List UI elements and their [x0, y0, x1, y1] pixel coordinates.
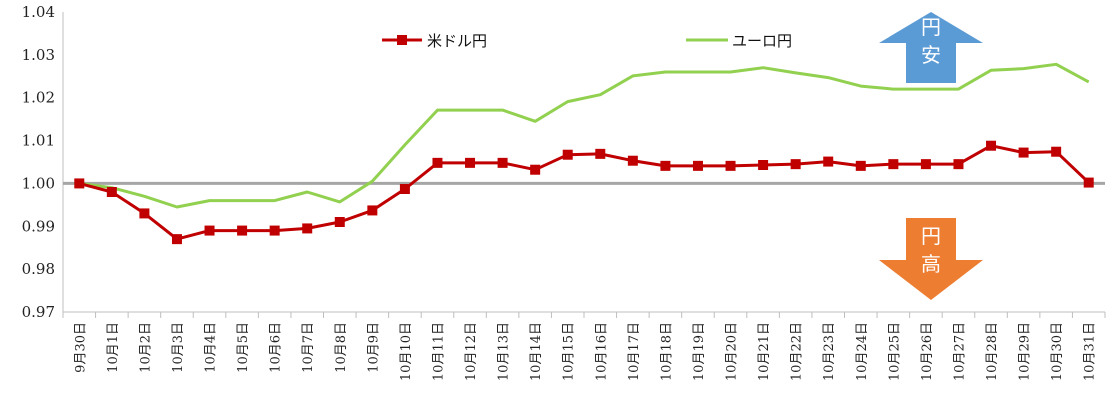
x-tick-label: 10月3日 [171, 322, 186, 373]
x-tick-label: 10月13日 [497, 322, 512, 381]
x-tick-label: 10月1日 [106, 322, 121, 373]
data-point-marker [237, 225, 248, 236]
x-tick-label: 10月7日 [301, 322, 316, 373]
data-point-marker [269, 225, 280, 236]
data-point-marker [334, 217, 345, 227]
data-point-marker [497, 157, 508, 168]
y-tick-label: 1.01 [22, 132, 55, 150]
x-tick-label: 10月23日 [822, 322, 837, 381]
x-tick-label: 10月12日 [464, 322, 479, 381]
x-tick-label: 10月30日 [1050, 322, 1065, 381]
series-usd-jpy [74, 140, 1094, 245]
data-point-marker [660, 160, 671, 171]
x-tick-label: 10月29日 [1018, 322, 1033, 381]
data-point-marker [562, 149, 573, 160]
x-tick-label: 9月30日 [73, 322, 88, 373]
data-point-marker [790, 159, 801, 170]
x-tick-label: 10月27日 [952, 322, 967, 381]
x-tick-label: 10月17日 [627, 322, 642, 381]
down-arrow-label-line1: 円 [921, 224, 941, 248]
x-tick-label: 10月26日 [920, 322, 935, 381]
data-point-marker [953, 159, 964, 170]
x-tick-label: 10月6日 [269, 322, 284, 373]
series-line [79, 62, 1090, 209]
data-point-marker [888, 159, 899, 170]
x-tick-label: 10月5日 [236, 322, 251, 373]
data-point-marker [530, 164, 541, 175]
y-tick-label: 0.97 [22, 303, 55, 321]
data-point-marker [465, 157, 476, 168]
down-arrow-label-line2: 高 [921, 252, 941, 276]
x-tick-label: 10月4日 [204, 322, 219, 373]
series-layer [74, 62, 1094, 245]
y-tick-label: 1.04 [22, 3, 55, 21]
series-eur-jpy [79, 62, 1090, 209]
data-point-marker [855, 160, 866, 171]
data-point-marker [627, 155, 638, 166]
data-point-marker [74, 178, 85, 189]
x-tick-label: 10月20日 [725, 322, 740, 381]
legend-label-eur-jpy: ユーロ円 [732, 32, 792, 50]
x-tick-label: 10月22日 [790, 322, 805, 381]
up-arrow-label-line2: 安 [921, 43, 941, 67]
y-tick-label: 1.03 [22, 46, 55, 64]
y-tick-label: 0.98 [22, 260, 55, 278]
x-tick-label: 10月2日 [138, 322, 153, 373]
data-point-marker [823, 156, 834, 167]
x-tick-label: 10月18日 [659, 322, 674, 381]
data-point-marker [302, 223, 313, 234]
yen-strong-down-arrow: 円 高 [879, 218, 983, 300]
data-point-marker [725, 160, 736, 171]
data-point-marker [692, 160, 703, 171]
data-point-marker [1083, 177, 1094, 188]
y-tick-label: 0.99 [22, 217, 55, 235]
x-tick-label: 10月19日 [692, 322, 707, 381]
data-point-marker [399, 184, 410, 194]
up-arrow-label-line1: 円 [921, 15, 941, 39]
x-tick-label: 10月16日 [594, 322, 609, 381]
x-tick-label: 10月28日 [985, 322, 1000, 381]
x-tick-label: 10月15日 [562, 322, 577, 381]
data-point-marker [139, 208, 150, 219]
legend: 米ドル円 ユーロ円 [382, 32, 792, 50]
legend-marker-usd-jpy [397, 35, 407, 45]
data-point-marker [1018, 147, 1029, 158]
data-point-marker [920, 159, 931, 170]
data-point-marker [986, 140, 997, 151]
data-point-marker [171, 234, 182, 245]
data-point-marker [1051, 146, 1062, 157]
series-line [78, 144, 1090, 241]
x-tick-label: 10月14日 [529, 322, 544, 381]
data-point-marker [758, 160, 769, 170]
down-arrow-shape [879, 218, 983, 300]
y-tick-label: 1.02 [22, 89, 55, 107]
x-tick-label: 10月9日 [366, 322, 381, 373]
x-tick-label: 10月24日 [855, 322, 870, 381]
up-arrow-shape [879, 12, 983, 83]
y-axis: 1.04 1.03 1.02 1.01 1.00 0.99 0.98 0.97 [22, 3, 55, 321]
x-tick-label: 10月21日 [757, 322, 772, 381]
x-tick-label: 10月31日 [1083, 322, 1098, 381]
data-point-marker [204, 225, 215, 236]
x-tick-label: 10月25日 [887, 322, 902, 381]
y-tick-label: 1.00 [22, 174, 55, 192]
x-axis: 9月30日 10月1日 10月2日 10月3日 10月4日 10月5日 10月6日 10月7日… [62, 312, 1106, 381]
data-point-marker [106, 187, 117, 197]
data-point-marker [432, 157, 443, 168]
x-tick-label: 10月10日 [399, 322, 414, 381]
x-tick-label: 10月8日 [334, 322, 349, 373]
data-point-marker [367, 205, 378, 216]
legend-label-usd-jpy: 米ドル円 [427, 32, 487, 50]
data-point-marker [595, 148, 606, 159]
yen-weak-up-arrow: 円 安 [879, 12, 983, 83]
x-tick-label: 10月11日 [431, 322, 446, 381]
